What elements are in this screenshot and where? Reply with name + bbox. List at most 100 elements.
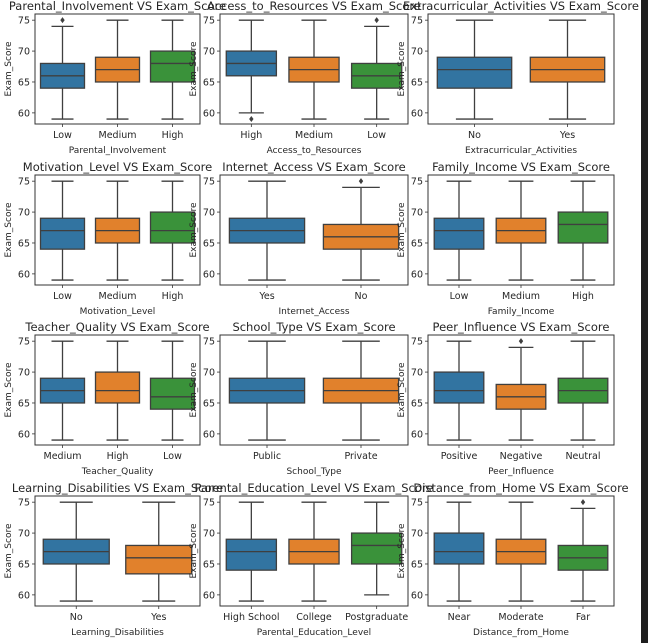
x-tick-label: High <box>240 130 262 141</box>
box <box>433 371 485 404</box>
subplot-title: School_Type VS Exam_Score <box>232 320 395 334</box>
y-tick-label: 70 <box>18 368 30 379</box>
y-tick-label: 70 <box>411 208 423 219</box>
box <box>125 544 193 575</box>
subplot: Internet_Access VS Exam_Score Internet_Ac… <box>189 160 409 317</box>
subplot-title: Family_Income VS Exam_Score <box>432 160 610 174</box>
x-axis-label: Family_Income <box>488 307 555 317</box>
outlier-point <box>358 178 364 185</box>
subplot: Learning_Disabilities VS Exam_Score Learn… <box>4 481 223 638</box>
y-tick-label: 60 <box>411 269 423 280</box>
y-axis-label: Exam_Score <box>397 362 407 417</box>
subplot-title: Learning_Disabilities VS Exam_Score <box>12 481 223 495</box>
y-tick-label: 65 <box>18 398 30 409</box>
x-tick-label: High <box>572 291 594 302</box>
box <box>557 211 609 244</box>
axes-frame <box>34 495 201 607</box>
y-tick-label: 65 <box>18 559 30 570</box>
x-tick-label: Near <box>448 612 471 623</box>
y-tick-label: 75 <box>203 337 215 348</box>
outlier-point <box>249 116 254 123</box>
y-tick-label: 65 <box>203 559 215 570</box>
y-tick-label: 60 <box>411 429 423 440</box>
x-tick-label: No <box>468 130 481 141</box>
x-tick-label: Low <box>367 130 386 141</box>
box <box>149 211 196 244</box>
x-tick-label: Public <box>253 451 281 462</box>
y-tick-label: 65 <box>203 398 215 409</box>
axes-frame <box>34 13 201 125</box>
y-tick-label: 70 <box>203 529 215 540</box>
x-tick-label: No <box>355 291 368 302</box>
x-tick-label: Medium <box>99 291 137 302</box>
x-axis-label: Parental_Education_Level <box>257 628 371 638</box>
x-tick-label: Low <box>163 451 182 462</box>
y-tick-label: 75 <box>18 177 30 188</box>
x-tick-label: Neutral <box>565 451 600 462</box>
y-tick-label: 70 <box>203 368 215 379</box>
subplot-title: Parental_Education_Level VS Exam_Score <box>195 481 434 495</box>
subplot: School_Type VS Exam_Score School_Type Exam… <box>189 320 409 477</box>
y-axis-label: Exam_Score <box>189 202 199 257</box>
y-axis-label: Exam_Score <box>397 41 407 96</box>
subplot: Motivation_Level VS Exam_Score Motivation… <box>4 160 212 317</box>
subplot-title: Motivation_Level VS Exam_Score <box>23 160 212 174</box>
x-tick-label: Medium <box>502 291 540 302</box>
subplot: Parental_Involvement VS Exam_Score Parent… <box>4 0 226 156</box>
x-tick-label: Positive <box>441 451 478 462</box>
y-tick-label: 70 <box>18 208 30 219</box>
y-tick-label: 70 <box>203 47 215 58</box>
subplot-title: Internet_Access VS Exam_Score <box>222 160 406 174</box>
y-tick-label: 65 <box>411 238 423 249</box>
x-axis-label: Extracurricular_Activities <box>465 146 577 156</box>
x-axis-label: Internet_Access <box>278 307 349 317</box>
y-tick-label: 65 <box>411 77 423 88</box>
outlier-point <box>60 17 65 24</box>
y-tick-label: 60 <box>18 269 30 280</box>
axes-frame <box>34 174 201 286</box>
box <box>149 50 196 83</box>
y-tick-label: 60 <box>18 429 30 440</box>
y-tick-label: 65 <box>411 398 423 409</box>
y-tick-label: 70 <box>411 47 423 58</box>
axes-frame <box>219 174 409 286</box>
y-tick-label: 70 <box>411 529 423 540</box>
y-tick-label: 75 <box>203 16 215 27</box>
box <box>149 377 196 410</box>
subplot-title: Teacher_Quality VS Exam_Score <box>24 320 209 334</box>
y-tick-label: 60 <box>203 590 215 601</box>
x-tick-label: Moderate <box>498 612 543 623</box>
axes-frame <box>219 495 409 607</box>
y-axis-label: Exam_Score <box>4 202 14 257</box>
y-tick-label: 65 <box>18 238 30 249</box>
x-axis-label: Parental_Involvement <box>69 146 167 156</box>
axes-frame <box>427 174 615 286</box>
y-tick-label: 65 <box>411 559 423 570</box>
x-tick-label: Private <box>344 451 377 462</box>
box <box>436 56 513 89</box>
x-tick-label: Yes <box>559 130 575 141</box>
axes-frame <box>427 334 615 446</box>
x-tick-label: Medium <box>44 451 82 462</box>
subplot-title: Distance_from_Home VS Exam_Score <box>413 481 628 495</box>
box <box>225 538 278 571</box>
y-axis-label: Exam_Score <box>397 202 407 257</box>
y-tick-label: 70 <box>18 529 30 540</box>
x-tick-label: College <box>296 612 332 623</box>
y-tick-label: 70 <box>411 368 423 379</box>
y-tick-label: 60 <box>18 590 30 601</box>
subplot: Family_Income VS Exam_Score Family_Income… <box>397 160 615 317</box>
y-tick-label: 60 <box>411 590 423 601</box>
box <box>94 371 141 404</box>
subplot: Distance_from_Home VS Exam_Score Distance… <box>397 481 629 638</box>
axes-frame <box>34 334 201 446</box>
y-tick-label: 60 <box>18 108 30 119</box>
y-tick-label: 75 <box>18 498 30 509</box>
y-axis-label: Exam_Score <box>189 362 199 417</box>
box <box>39 217 86 250</box>
y-tick-label: 70 <box>203 208 215 219</box>
axes-frame <box>219 334 409 446</box>
x-tick-label: High <box>162 130 184 141</box>
subplot: Extracurricular_Activities VS Exam_Score… <box>397 0 639 156</box>
x-tick-label: Low <box>53 130 72 141</box>
